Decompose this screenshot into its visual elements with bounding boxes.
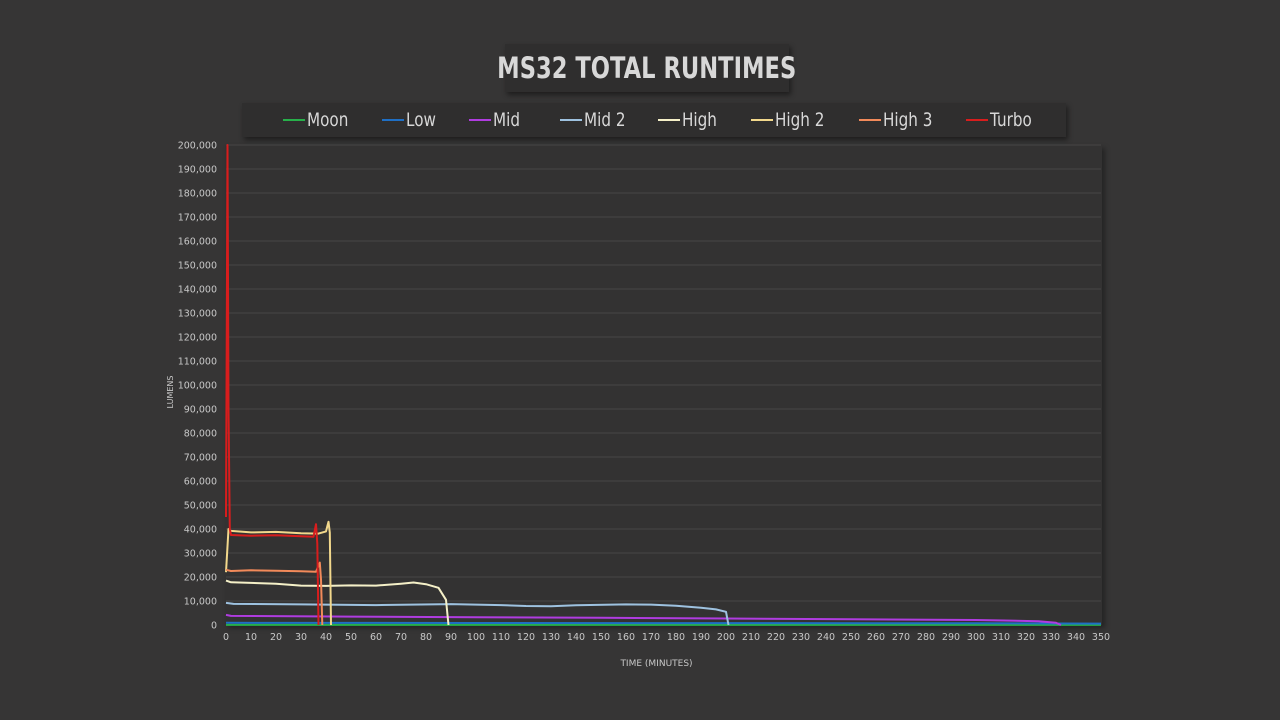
legend-label: Mid 2 [584, 109, 626, 131]
x-tick-label: 130 [542, 632, 560, 643]
x-tick-label: 140 [567, 632, 585, 643]
chart-title-box: MS32 TOTAL RUNTIMES [497, 44, 797, 92]
x-tick-label: 60 [370, 632, 382, 643]
legend-swatch [966, 119, 988, 121]
legend-item-turbo: Turbo [966, 109, 1042, 131]
series-line-high-3 [225, 561, 324, 626]
series-line-low [225, 621, 1102, 625]
y-tick-label: 10,000 [184, 597, 217, 608]
x-tick-label: 230 [792, 632, 810, 643]
x-tick-label: 0 [223, 632, 229, 643]
chart-title: MS32 TOTAL RUNTIMES [497, 51, 797, 85]
x-tick-label: 220 [767, 632, 785, 643]
x-tick-label: 320 [1017, 632, 1035, 643]
legend-item-moon: Moon [283, 109, 359, 131]
y-tick-label: 170,000 [178, 213, 217, 224]
y-tick-label: 130,000 [178, 309, 217, 320]
x-tick-label: 260 [867, 632, 885, 643]
x-tick-label: 290 [942, 632, 960, 643]
series-line-high [225, 579, 450, 626]
y-tick-label: 0 [211, 621, 217, 632]
x-tick-label: 160 [617, 632, 635, 643]
y-tick-label: 160,000 [178, 237, 217, 248]
x-tick-label: 270 [892, 632, 910, 643]
y-tick-label: 30,000 [184, 549, 217, 560]
legend-swatch [283, 119, 305, 121]
legend-item-high-3: High 3 [859, 109, 945, 131]
x-axis-title: TIME (MINUTES) [619, 659, 692, 669]
x-tick-label: 310 [992, 632, 1010, 643]
legend-swatch [560, 119, 582, 121]
x-tick-label: 330 [1042, 632, 1060, 643]
x-tick-label: 300 [967, 632, 985, 643]
legend-label: Turbo [990, 109, 1032, 131]
x-tick-label: 240 [817, 632, 835, 643]
x-tick-label: 200 [717, 632, 735, 643]
x-tick-label: 90 [445, 632, 457, 643]
legend-item-high: High [658, 109, 726, 131]
y-axis-title: LUMENS [166, 376, 175, 409]
x-tick-label: 340 [1067, 632, 1085, 643]
y-tick-label: 150,000 [178, 261, 217, 272]
legend-label: High 2 [775, 109, 825, 131]
legend-swatch [859, 119, 881, 121]
x-tick-label: 40 [320, 632, 332, 643]
legend-swatch [469, 119, 491, 121]
x-tick-label: 110 [492, 632, 510, 643]
x-tick-label: 30 [295, 632, 307, 643]
legend-label: Moon [307, 109, 349, 131]
legend-item-high-2: High 2 [751, 109, 837, 131]
legend-item-mid-2: Mid 2 [560, 109, 636, 131]
x-tick-label: 70 [395, 632, 407, 643]
y-tick-label: 50,000 [184, 501, 217, 512]
series-line-turbo [225, 144, 320, 626]
y-tick-label: 180,000 [178, 189, 217, 200]
legend-item-low: Low [382, 109, 443, 131]
legend-swatch [658, 119, 680, 121]
x-tick-label: 180 [667, 632, 685, 643]
legend-label: Mid [493, 109, 520, 131]
y-tick-label: 70,000 [184, 453, 217, 464]
y-tick-label: 190,000 [178, 165, 217, 176]
y-tick-label: 60,000 [184, 477, 217, 488]
x-tick-label: 20 [270, 632, 282, 643]
x-tick-label: 190 [692, 632, 710, 643]
y-tick-label: 140,000 [178, 285, 217, 296]
series-line-mid-2 [225, 601, 730, 626]
series-line-high-2 [225, 520, 332, 626]
y-tick-label: 20,000 [184, 573, 217, 584]
legend-label: Low [406, 109, 436, 131]
y-tick-label: 200,000 [178, 141, 217, 152]
legend-swatch [382, 119, 404, 121]
x-tick-label: 80 [420, 632, 432, 643]
x-tick-label: 50 [345, 632, 357, 643]
x-tick-label: 120 [517, 632, 535, 643]
y-tick-label: 110,000 [178, 357, 217, 368]
y-tick-label: 100,000 [178, 381, 217, 392]
x-tick-label: 250 [842, 632, 860, 643]
x-tick-label: 150 [592, 632, 610, 643]
legend-item-mid: Mid [469, 109, 527, 131]
x-tick-label: 100 [467, 632, 485, 643]
x-tick-label: 350 [1092, 632, 1110, 643]
legend-label: High [682, 109, 717, 131]
chart-legend: Moon Low Mid Mid 2 High High 2 High 3 Turbo [242, 103, 1066, 137]
y-tick-label: 80,000 [184, 429, 217, 440]
y-tick-label: 90,000 [184, 405, 217, 416]
series-line-mid [225, 613, 1062, 626]
x-tick-label: 210 [742, 632, 760, 643]
x-tick-label: 280 [917, 632, 935, 643]
y-tick-label: 40,000 [184, 525, 217, 536]
x-tick-label: 170 [642, 632, 660, 643]
legend-label: High 3 [883, 109, 933, 131]
x-tick-label: 10 [245, 632, 257, 643]
legend-swatch [751, 119, 773, 121]
y-tick-label: 120,000 [178, 333, 217, 344]
